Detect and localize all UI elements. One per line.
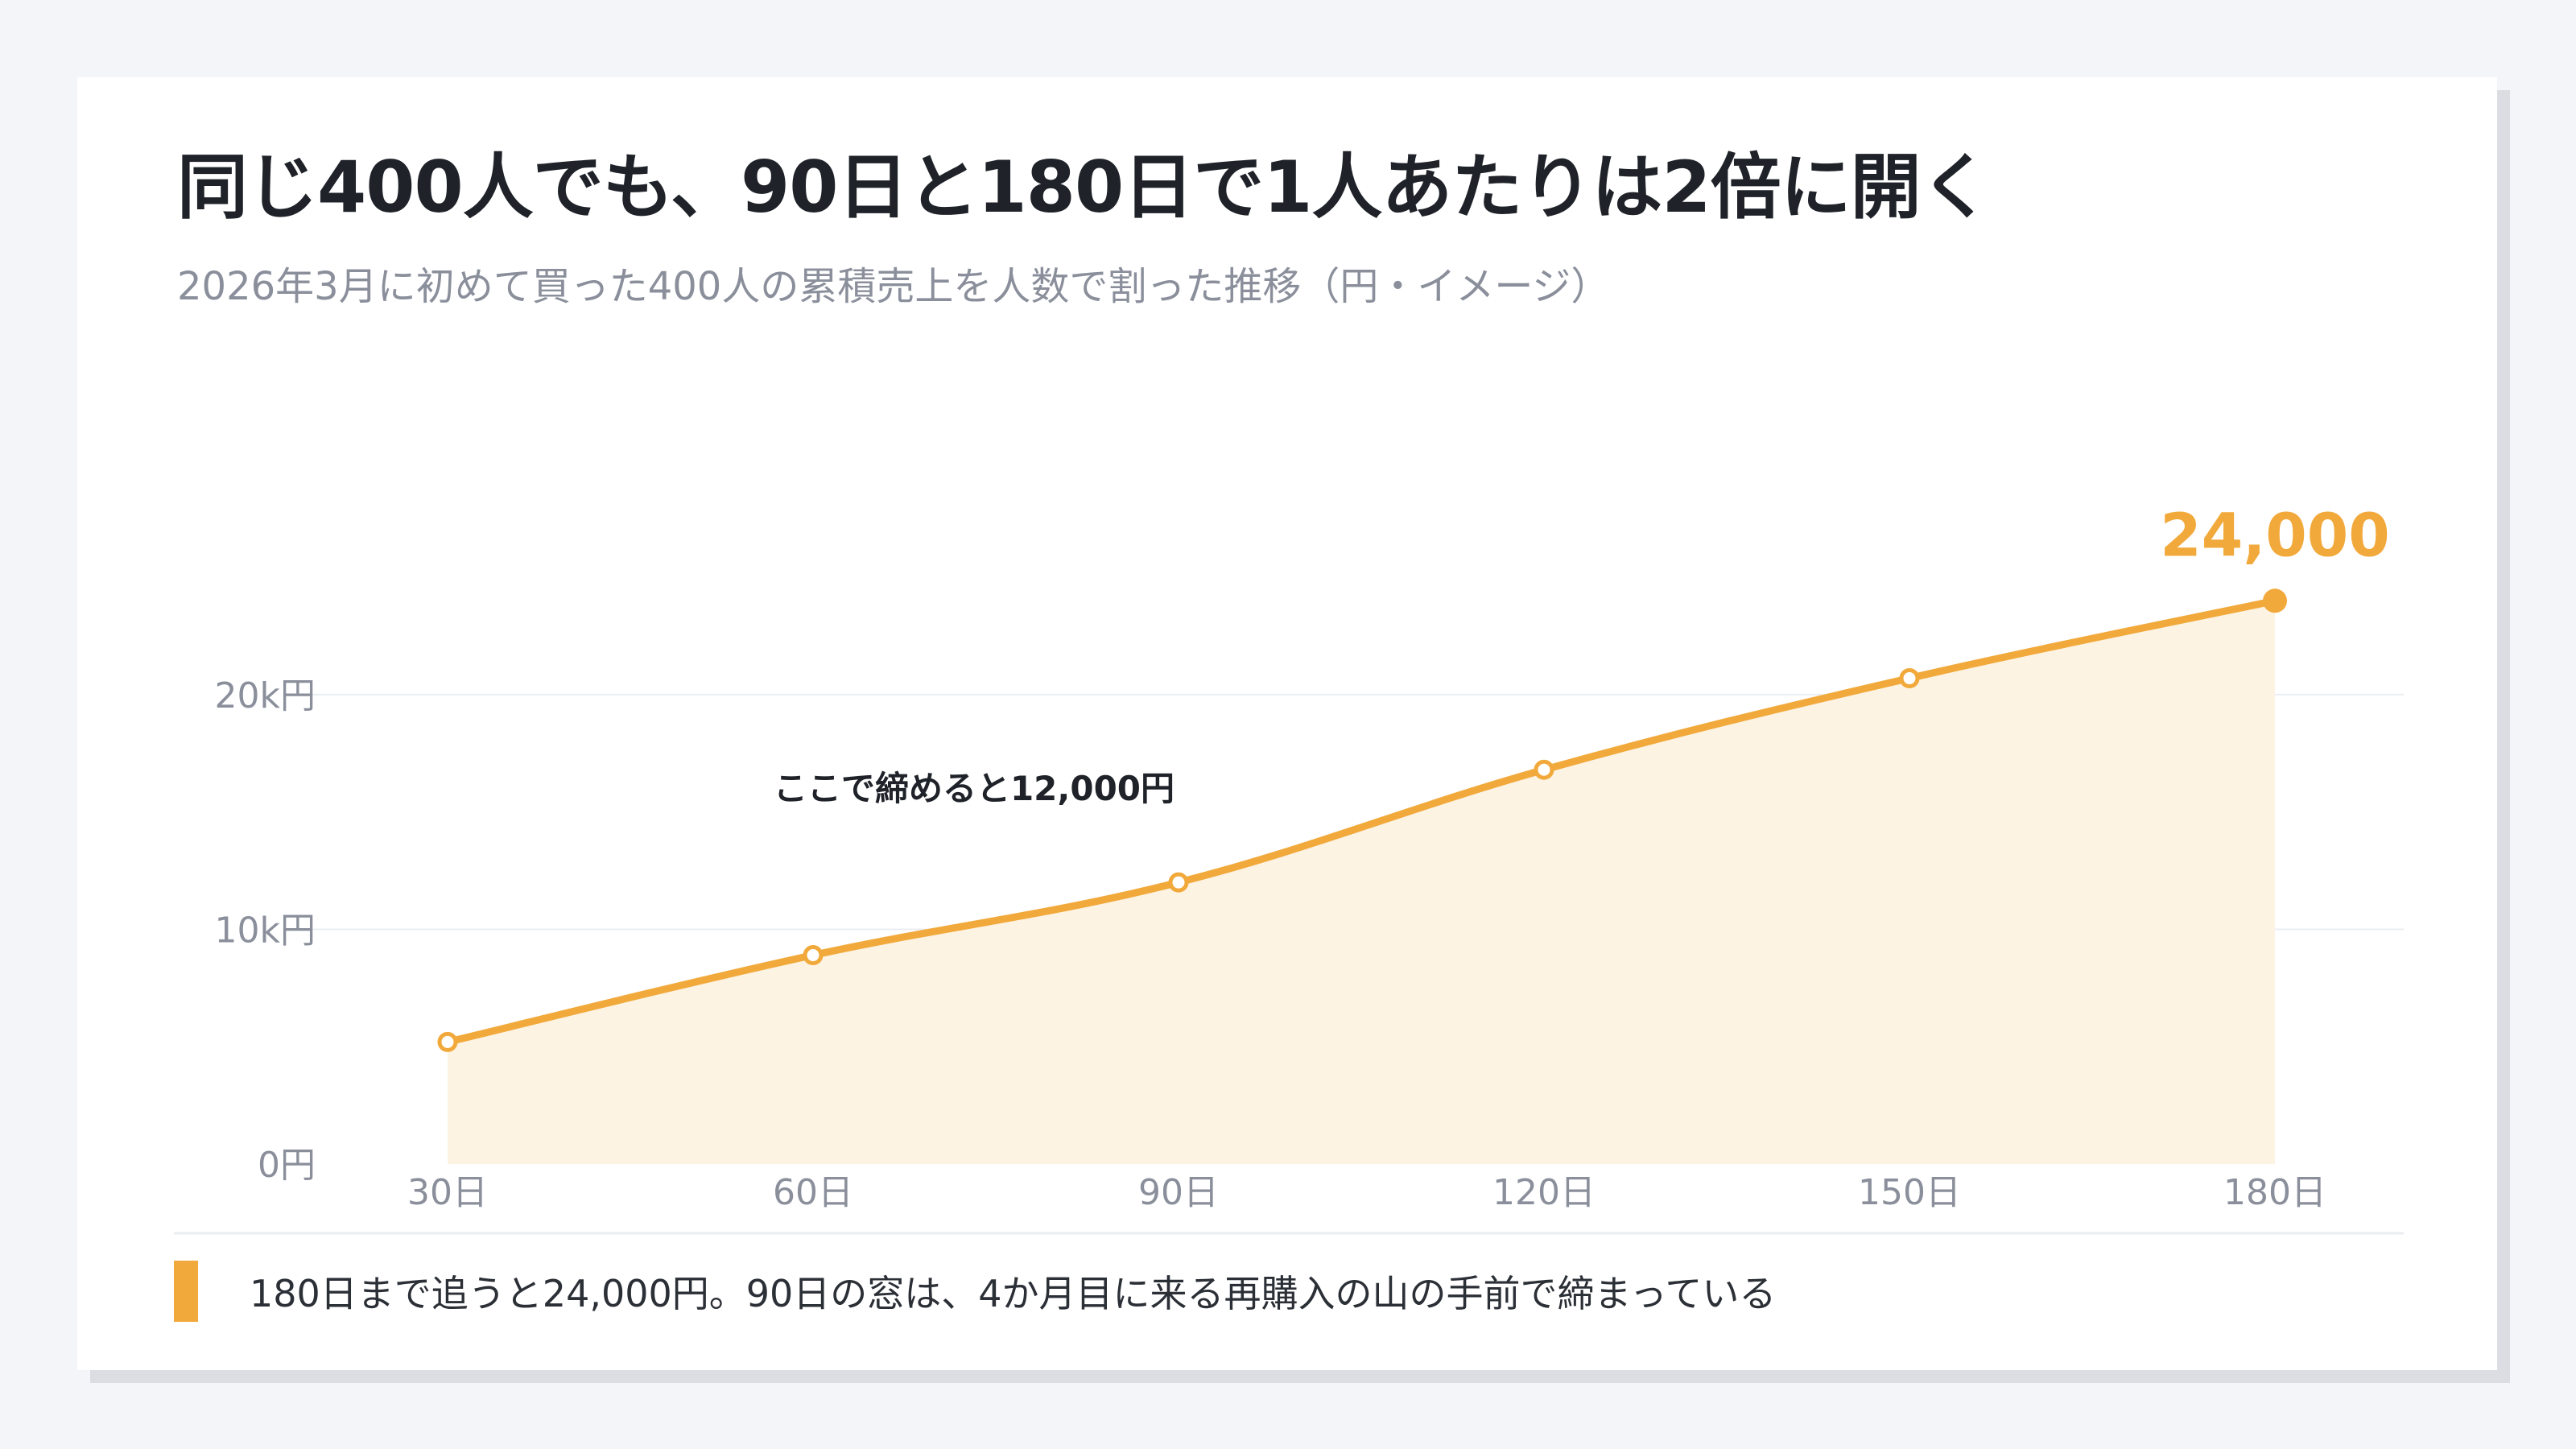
chart-card: 同じ400人でも、90日と180日で1人あたりは2倍に開く 2026年3月に初め… xyxy=(77,77,2497,1370)
data-points xyxy=(437,588,2287,1052)
x-tick-label: 120日 xyxy=(1492,1172,1596,1213)
data-point xyxy=(803,945,824,966)
series-line xyxy=(444,597,2279,1046)
series-line-layer xyxy=(444,597,2279,1046)
y-tick-label: 10k円 xyxy=(215,910,316,951)
area-fill xyxy=(448,601,2275,1164)
chart-subtitle: 2026年3月に初めて買った400人の累積売上を人数で割った推移（円・イメージ） xyxy=(177,264,1610,309)
footnote-text: 180日まで追うと24,000円。90日の窓は、4か月目に来る再購入の山の手前で… xyxy=(250,1272,1777,1315)
line-area-chart: 0円 10k円 20k円 30日 60日 90日 120日 150日 180日 ここで締めると… xyxy=(174,501,2404,1235)
x-tick-label: 30日 xyxy=(407,1172,488,1213)
chart-title: 同じ400人でも、90日と180日で1人あたりは2倍に開く xyxy=(177,146,1992,229)
footnote-accent-bar xyxy=(174,1261,198,1322)
annotations: ここで締めると12,000円 24,000 xyxy=(700,501,2390,818)
x-tick-label: 90日 xyxy=(1138,1172,1219,1213)
annotation-90-days: ここで締めると12,000円 xyxy=(774,769,1174,808)
x-tick-label: 60日 xyxy=(773,1172,853,1213)
y-tick-label: 20k円 xyxy=(215,675,316,716)
data-point xyxy=(1534,759,1554,780)
annotation-final-value: 24,000 xyxy=(2160,501,2390,570)
area-fill-layer xyxy=(448,601,2275,1164)
data-point xyxy=(1899,668,1920,689)
x-tick-label: 150日 xyxy=(1858,1172,1961,1213)
annotation-bg xyxy=(700,760,1344,818)
y-axis-ticks: 0円 10k円 20k円 xyxy=(215,675,316,1186)
footnote: 180日まで追うと24,000円。90日の窓は、4か月目に来る再購入の山の手前で… xyxy=(174,1261,1776,1322)
x-axis-ticks: 30日 60日 90日 120日 150日 180日 xyxy=(407,1172,2326,1213)
x-tick-label: 180日 xyxy=(2223,1172,2326,1213)
data-point xyxy=(2263,588,2287,613)
data-point xyxy=(1168,872,1189,893)
y-tick-label: 0円 xyxy=(258,1145,316,1186)
data-point xyxy=(437,1031,458,1052)
